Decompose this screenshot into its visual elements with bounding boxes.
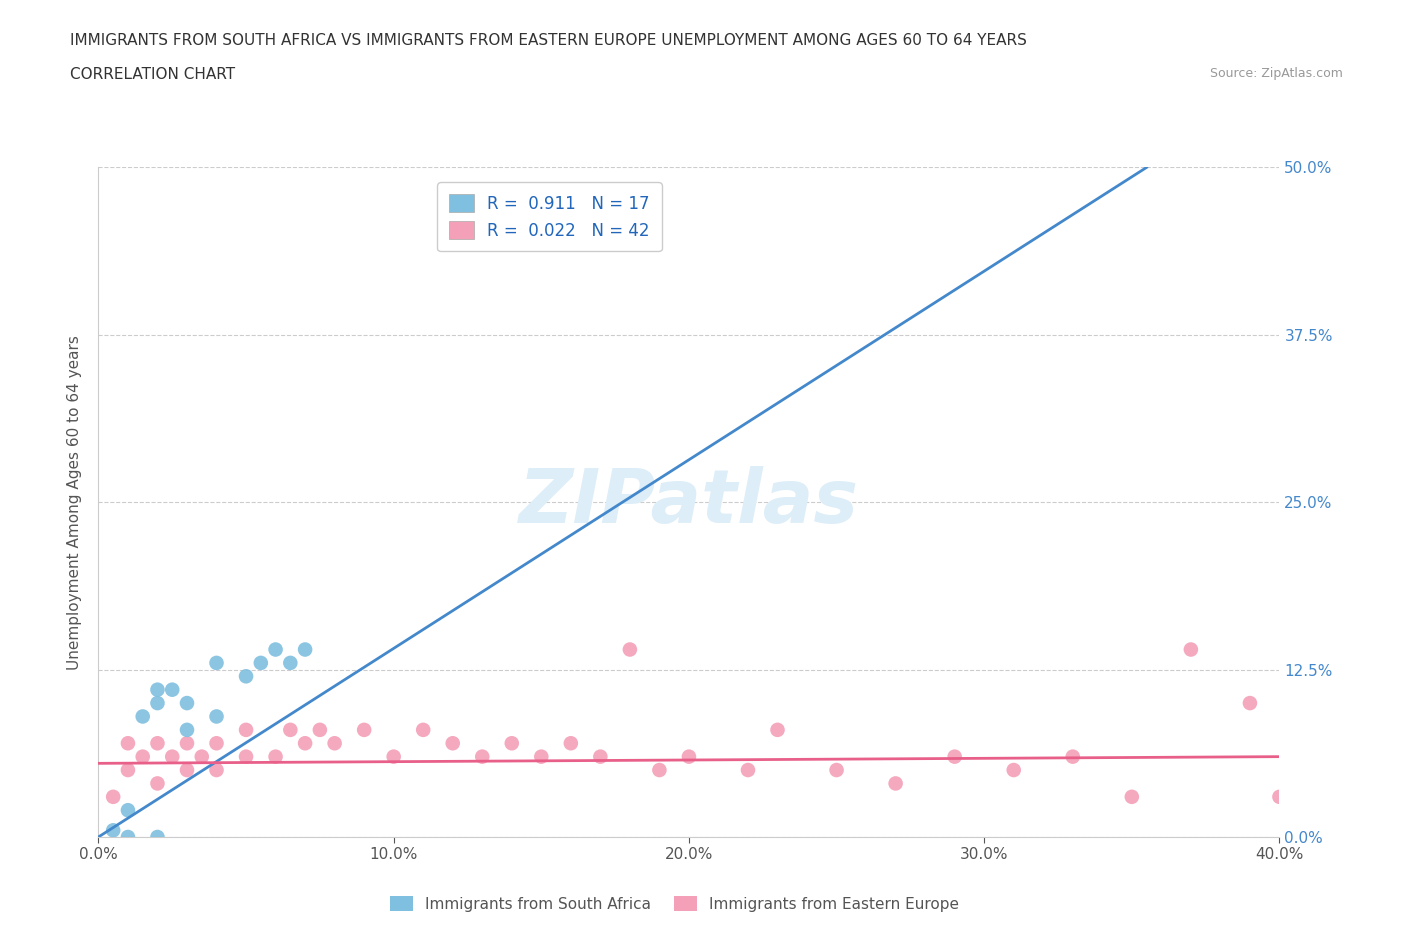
Point bbox=[176, 696, 198, 711]
Point bbox=[117, 830, 139, 844]
Point bbox=[235, 750, 257, 764]
Point bbox=[412, 723, 434, 737]
Legend: R =  0.911   N = 17, R =  0.022   N = 42: R = 0.911 N = 17, R = 0.022 N = 42 bbox=[437, 182, 662, 251]
Point bbox=[146, 776, 169, 790]
Point bbox=[309, 723, 332, 737]
Point bbox=[162, 683, 183, 698]
Point bbox=[103, 823, 125, 838]
Point bbox=[205, 656, 228, 671]
Point bbox=[323, 736, 346, 751]
Point bbox=[501, 736, 523, 751]
Point bbox=[117, 763, 139, 777]
Point bbox=[191, 750, 214, 764]
Y-axis label: Unemployment Among Ages 60 to 64 years: Unemployment Among Ages 60 to 64 years bbox=[67, 335, 83, 670]
Point bbox=[737, 763, 759, 777]
Point bbox=[382, 750, 405, 764]
Point bbox=[441, 736, 464, 751]
Point bbox=[278, 723, 302, 737]
Point bbox=[264, 642, 287, 657]
Point bbox=[353, 723, 375, 737]
Point bbox=[264, 750, 287, 764]
Point bbox=[1239, 696, 1261, 711]
Point bbox=[146, 736, 169, 751]
Point bbox=[471, 750, 494, 764]
Point bbox=[146, 683, 169, 698]
Point bbox=[825, 763, 848, 777]
Point bbox=[235, 669, 257, 684]
Point bbox=[530, 750, 553, 764]
Text: ZIPatlas: ZIPatlas bbox=[519, 466, 859, 538]
Point bbox=[146, 696, 169, 711]
Point bbox=[1180, 642, 1202, 657]
Point bbox=[235, 723, 257, 737]
Point bbox=[205, 763, 228, 777]
Point bbox=[176, 736, 198, 751]
Point bbox=[146, 830, 169, 844]
Point bbox=[278, 656, 302, 671]
Point bbox=[176, 723, 198, 737]
Point bbox=[943, 750, 966, 764]
Point bbox=[132, 750, 155, 764]
Point bbox=[205, 736, 228, 751]
Point bbox=[1062, 750, 1084, 764]
Point bbox=[132, 709, 155, 724]
Point bbox=[294, 736, 316, 751]
Point bbox=[678, 750, 700, 764]
Point bbox=[176, 763, 198, 777]
Point bbox=[117, 803, 139, 817]
Point bbox=[103, 790, 125, 804]
Point bbox=[1121, 790, 1143, 804]
Point bbox=[884, 776, 907, 790]
Text: CORRELATION CHART: CORRELATION CHART bbox=[70, 67, 235, 82]
Point bbox=[589, 750, 612, 764]
Point bbox=[619, 642, 641, 657]
Point bbox=[560, 736, 582, 751]
Point bbox=[294, 642, 316, 657]
Point bbox=[250, 656, 273, 671]
Text: Source: ZipAtlas.com: Source: ZipAtlas.com bbox=[1209, 67, 1343, 80]
Point bbox=[117, 736, 139, 751]
Legend: Immigrants from South Africa, Immigrants from Eastern Europe: Immigrants from South Africa, Immigrants… bbox=[384, 889, 966, 918]
Point bbox=[648, 763, 671, 777]
Point bbox=[1268, 790, 1291, 804]
Point bbox=[766, 723, 789, 737]
Text: IMMIGRANTS FROM SOUTH AFRICA VS IMMIGRANTS FROM EASTERN EUROPE UNEMPLOYMENT AMON: IMMIGRANTS FROM SOUTH AFRICA VS IMMIGRAN… bbox=[70, 33, 1028, 47]
Point bbox=[1002, 763, 1025, 777]
Point bbox=[205, 709, 228, 724]
Point bbox=[162, 750, 183, 764]
